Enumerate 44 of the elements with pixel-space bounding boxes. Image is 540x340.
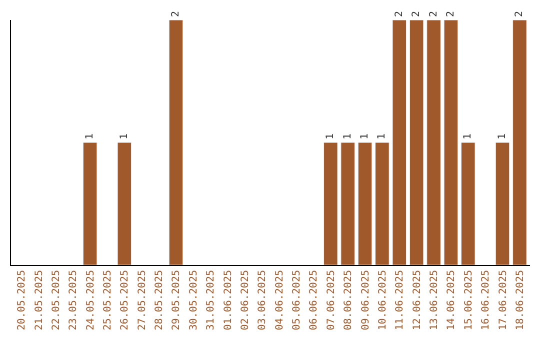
data-label: 1 [497,133,508,140]
data-label: 2 [428,10,440,17]
data-label: 1 [360,133,371,140]
data-label: 2 [514,10,526,17]
x-tick-label: 27.05.2025 [136,270,148,330]
x-tick-label: 12.06.2025 [412,270,423,330]
x-tick-label: 24.05.2025 [85,270,96,330]
x-tick-label: 22.05.2025 [50,270,62,330]
data-label: 2 [394,10,405,17]
data-label: 2 [170,10,182,17]
x-tick-label: 14.06.2025 [446,270,458,330]
x-tick-label: 03.06.2025 [257,270,268,330]
x-tick-label: 04.06.2025 [274,270,286,330]
x-tick-label: 02.06.2025 [240,270,251,330]
x-tick-label: 25.05.2025 [102,270,114,330]
x-tick-label: 29.05.2025 [171,270,182,330]
x-tick-label: 17.06.2025 [498,270,509,330]
data-label: 2 [411,10,422,17]
x-tick-label: 18.06.2025 [514,270,526,330]
x-tick-label: 10.06.2025 [377,270,388,330]
data-label: 1 [84,133,96,140]
x-tick-label: 26.05.2025 [120,270,131,330]
data-label: 1 [376,133,388,140]
x-tick-label: 28.05.2025 [154,270,166,330]
data-label: 2 [445,10,456,17]
data-label: 1 [342,133,354,140]
x-tick-label: 05.06.2025 [292,270,303,330]
x-tick-label: 09.06.2025 [360,270,372,330]
x-tick-label: 11.06.2025 [394,270,406,330]
data-label: 1 [325,133,336,140]
x-tick-label: 30.05.2025 [188,270,200,330]
x-tick-label: 07.06.2025 [326,270,337,330]
x-tick-label: 15.06.2025 [463,270,474,330]
x-tick-label: 08.06.2025 [343,270,354,330]
data-label: 1 [462,133,474,140]
x-tick-label: 20.05.2025 [16,270,28,330]
x-tick-label: 16.06.2025 [480,270,492,330]
x-tick-label: 31.05.2025 [206,270,217,330]
x-tick-label: 21.05.2025 [34,270,45,330]
x-tick-label: 13.06.2025 [429,270,440,330]
x-tick-label: 23.05.2025 [68,270,80,330]
data-label: 1 [118,133,130,140]
x-tick-label: 06.06.2025 [308,270,320,330]
x-tick-label: 01.06.2025 [222,270,234,330]
